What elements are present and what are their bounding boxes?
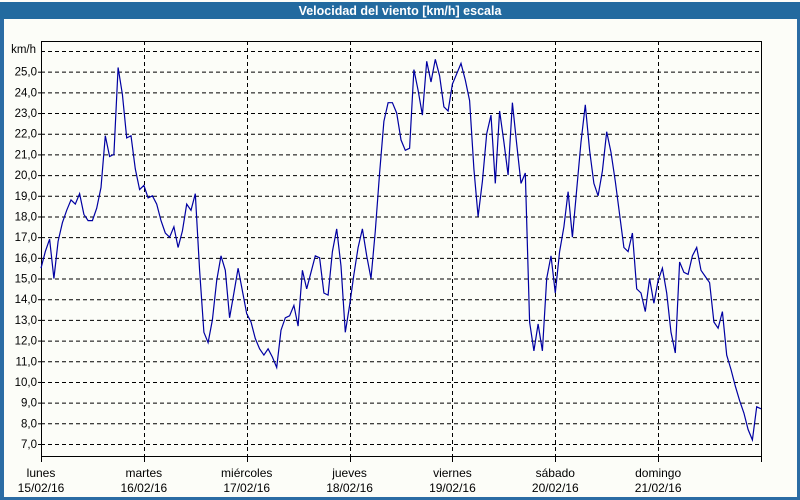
y-tick-label: 25,0	[15, 67, 37, 79]
y-tick-label: 10,0	[15, 377, 37, 389]
y-tick-label: 16,0	[15, 253, 37, 265]
day-date-label: 18/02/16	[326, 481, 373, 495]
day-date-label: 15/02/16	[18, 481, 65, 495]
y-tick-label: 13,0	[15, 315, 37, 327]
window-frame-left	[0, 19, 4, 500]
y-tick-label: 20,0	[15, 170, 37, 182]
day-name-label: lunes	[27, 466, 56, 480]
y-tick-label: 12,0	[15, 336, 37, 348]
y-tick-label: 24,0	[15, 87, 37, 99]
day-name-label: martes	[126, 466, 163, 480]
plot-border	[41, 41, 762, 457]
y-tick-label: 18,0	[15, 211, 37, 223]
window-frame-right	[797, 19, 800, 500]
y-tick-label: 8,0	[21, 418, 37, 430]
y-tick-label: 23,0	[15, 108, 37, 120]
day-name-label: viernes	[433, 466, 472, 480]
day-name-label: miércoles	[221, 466, 272, 480]
y-tick-label: 21,0	[15, 149, 37, 161]
day-date-label: 19/02/16	[429, 481, 476, 495]
y-tick-label: 7,0	[21, 439, 37, 451]
window-frame-bottom	[0, 497, 800, 500]
day-date-label: 20/02/16	[532, 481, 579, 495]
day-name-label: jueves	[331, 466, 367, 480]
y-axis-unit-label: km/h	[11, 44, 36, 56]
chart-title-bar: Velocidad del viento [km/h] escala	[0, 2, 800, 19]
y-axis-labels: 25,0 24,0 23,0 22,0 21,0 20,0 19,0 18,0 17,0 16,0…	[15, 67, 37, 451]
y-tick-label: 14,0	[15, 294, 37, 306]
y-tick-label: 15,0	[15, 274, 37, 286]
day-date-label: 16/02/16	[120, 481, 167, 495]
day-name-label: sábado	[536, 466, 576, 480]
gridlines	[41, 41, 761, 456]
wind-speed-series-line	[40, 59, 762, 443]
day-date-label: 17/02/16	[223, 481, 270, 495]
chart-title: Velocidad del viento [km/h] escala	[298, 3, 502, 18]
y-tick-label: 17,0	[15, 232, 37, 244]
day-date-label: 21/02/16	[635, 481, 682, 495]
y-tick-label: 22,0	[15, 129, 37, 141]
axis-ticks	[38, 71, 762, 462]
y-tick-label: 11,0	[15, 356, 37, 368]
y-tick-label: 9,0	[21, 398, 37, 410]
y-tick-label: 19,0	[15, 191, 37, 203]
day-name-label: domingo	[635, 466, 681, 480]
